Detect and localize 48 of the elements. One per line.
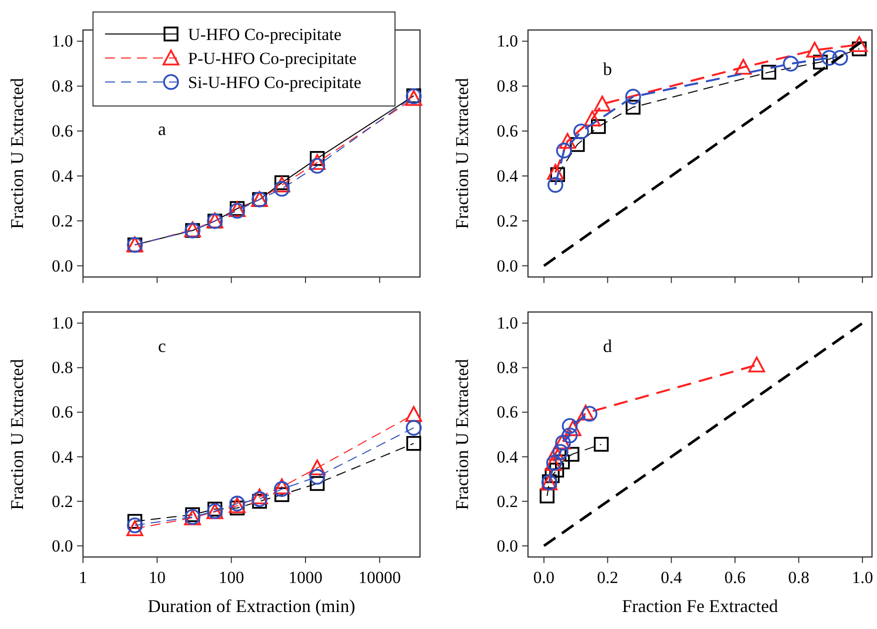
y-tick-label: 1.0	[496, 32, 518, 51]
y-tick-label: 0.2	[52, 211, 73, 230]
x-tick-label: 0.2	[597, 568, 618, 587]
y-tick-label: 0.0	[496, 256, 518, 276]
x-axis-title: Fraction Fe Extracted	[622, 596, 778, 616]
y-tick-label: 0.6	[52, 122, 73, 141]
x-tick-label: 0.8	[788, 568, 810, 587]
legend-label: Si-U-HFO Co-precipitate	[188, 73, 362, 92]
y-axis-title: Fraction U Extracted	[7, 78, 27, 229]
y-tick-label: 0.2	[496, 492, 518, 511]
y-tick-label: 1.0	[496, 314, 518, 333]
y-tick-label: 0.4	[52, 447, 74, 466]
y-tick-label: 1.0	[52, 32, 73, 51]
y-tick-label: 0.0	[52, 536, 73, 556]
annotation: b	[603, 59, 612, 79]
y-tick-label: 0.0	[52, 256, 73, 276]
y-tick-label: 0.6	[496, 402, 518, 422]
y-tick-label: 0.8	[496, 358, 518, 378]
y-axis-title: Fraction U Extracted	[7, 359, 27, 510]
x-tick-label: 100	[218, 568, 244, 587]
x-tick-label: 1.0	[852, 568, 874, 587]
y-tick-label: 0.0	[496, 536, 518, 556]
x-tick-label: 10000	[358, 568, 401, 587]
y-tick-label: 0.4	[496, 447, 518, 466]
y-tick-label: 0.4	[496, 166, 518, 186]
x-tick-label: 10	[148, 568, 166, 587]
annotation: d	[603, 336, 612, 356]
y-tick-label: 0.4	[52, 166, 74, 186]
x-tick-label: 0.6	[724, 568, 746, 587]
y-tick-label: 0.6	[52, 402, 73, 422]
y-tick-label: 0.8	[496, 76, 518, 96]
legend-label: P-U-HFO Co-precipitate	[188, 49, 357, 68]
annotation: c	[158, 336, 166, 356]
y-axis-title: Fraction U Extracted	[452, 78, 472, 229]
y-tick-label: 0.2	[496, 211, 518, 230]
y-tick-label: 0.6	[496, 122, 518, 141]
y-tick-label: 0.2	[52, 492, 73, 511]
y-axis-title: Fraction U Extracted	[452, 359, 472, 510]
y-tick-label: 0.8	[52, 76, 73, 96]
annotation: a	[158, 119, 166, 139]
x-tick-label: 1	[78, 568, 88, 587]
legend-label: U-HFO Co-precipitate	[188, 25, 342, 44]
x-tick-label: 0.4	[660, 568, 682, 587]
x-tick-label: 0.0	[533, 568, 555, 587]
y-tick-label: 0.8	[52, 358, 73, 378]
x-tick-label: 1000	[288, 568, 322, 587]
y-tick-label: 1.0	[52, 314, 73, 333]
x-axis-title: Duration of Extraction (min)	[148, 596, 356, 616]
